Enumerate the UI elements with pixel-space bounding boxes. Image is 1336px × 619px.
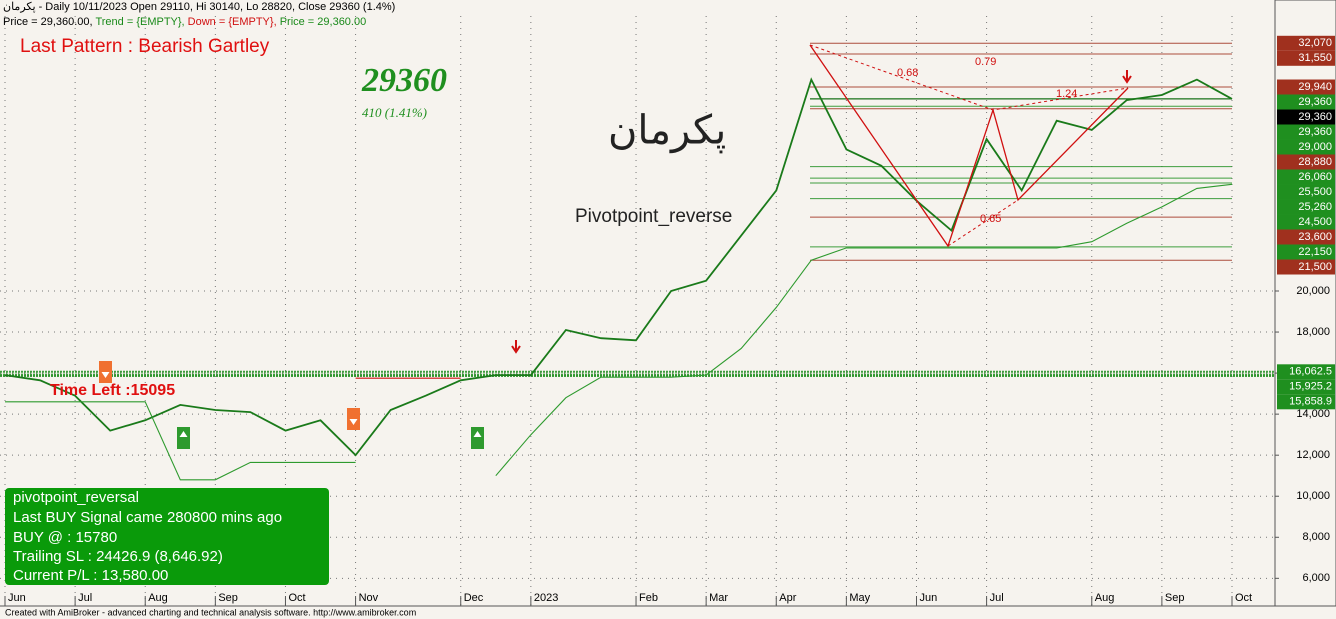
price-label-box — [1277, 214, 1335, 230]
info-line: Last BUY Signal came 280800 mins ago — [13, 509, 282, 526]
price-label: 15,925.2 — [1289, 381, 1332, 393]
price-label-box — [1277, 229, 1335, 245]
info-line: Trailing SL : 24426.9 (8,646.92) — [13, 548, 223, 565]
x-tick-label: 2023 — [534, 592, 558, 604]
price-label: 32,070 — [1298, 37, 1332, 49]
price-label: 25,500 — [1298, 186, 1332, 198]
symbol: پکرمان — [608, 109, 726, 154]
x-tick-label: Jul — [78, 592, 92, 604]
price-label-box — [1277, 184, 1335, 200]
stop-line — [5, 183, 1233, 481]
x-tick-label: Feb — [639, 592, 658, 604]
info-line: pivotpoint_reversal — [13, 489, 139, 506]
price-label: 28,880 — [1298, 156, 1332, 168]
y-tick-label: 20,000 — [1296, 285, 1330, 297]
marks — [0, 42, 1275, 481]
info-box — [5, 488, 329, 585]
x-tick-label: May — [849, 592, 870, 604]
x-tick-label: Jun — [919, 592, 937, 604]
x-tick-label: Jun — [8, 592, 26, 604]
ratio-label: 0.65 — [980, 213, 1001, 225]
header-part: Trend = {EMPTY}, — [95, 16, 187, 28]
price-label: 29,000 — [1298, 141, 1332, 153]
ratio-label: 1.24 — [1056, 88, 1077, 100]
price-label-box — [1277, 364, 1335, 380]
x-tick-label: Jul — [990, 592, 1004, 604]
indicator-name: Pivotpoint_reverse — [575, 206, 732, 227]
price-label: 25,260 — [1298, 201, 1332, 213]
grid: 6,0008,00010,00012,00014,00016,00018,000… — [0, 16, 1330, 606]
header-values: Price = 29,360.00, Trend = {EMPTY}, Down… — [3, 16, 366, 28]
y-tick-label: 8,000 — [1302, 531, 1330, 543]
price-label-box — [1277, 79, 1335, 95]
price-label-box — [1277, 379, 1335, 395]
y-tick-label: 14,000 — [1296, 408, 1330, 420]
y-tick-label: 12,000 — [1296, 449, 1330, 461]
price-label: 29,940 — [1298, 81, 1332, 93]
x-tick-label: Dec — [464, 592, 484, 604]
header-part: Price = 29,360.00 — [280, 16, 367, 28]
x-tick-label: Oct — [1235, 592, 1252, 604]
price-label: 22,150 — [1298, 246, 1332, 258]
x-tick-label: Oct — [288, 592, 305, 604]
header-part: Price = 29,360.00, — [3, 16, 95, 28]
price-label-box — [1277, 244, 1335, 260]
price-label-box — [1277, 35, 1335, 51]
y-tick-label: 18,000 — [1296, 326, 1330, 338]
price-label: 16,062.5 — [1289, 366, 1332, 378]
x-tick-label: Mar — [709, 592, 728, 604]
price-label: 29,360 — [1298, 96, 1332, 108]
x-tick-label: Sep — [218, 592, 238, 604]
time-left: Time Left :15095 — [50, 382, 175, 399]
price-change: 410 (1.41%) — [362, 105, 427, 120]
info-line: BUY @ : 15780 — [13, 529, 117, 546]
price-label: 21,500 — [1298, 261, 1332, 273]
price-label: 26,060 — [1298, 171, 1332, 183]
signal-arrows — [99, 70, 1132, 449]
x-tick-label: Nov — [359, 592, 379, 604]
price-label: 24,500 — [1298, 216, 1332, 228]
ratio-label: 0.79 — [975, 56, 996, 68]
price-label-box — [1277, 50, 1335, 66]
price-label: 29,360 — [1298, 126, 1332, 138]
price-label-box — [1277, 124, 1335, 140]
y-tick-label: 6,000 — [1302, 572, 1330, 584]
price-label-box — [1277, 199, 1335, 215]
price-label-box — [1277, 139, 1335, 155]
pattern-ratio-line — [947, 199, 1019, 247]
price-label-box — [1277, 154, 1335, 170]
price-label: 15,858.9 — [1289, 396, 1332, 408]
ratio-label: 0.68 — [897, 67, 918, 79]
last-price: 29360 — [361, 62, 447, 99]
price-label: 31,550 — [1298, 52, 1332, 64]
price-label-box — [1277, 259, 1335, 275]
price-label-box — [1277, 94, 1335, 110]
price-line — [4, 77, 1233, 457]
x-tick-label: Aug — [1095, 592, 1115, 604]
price-label-box — [1277, 394, 1335, 410]
header-part: Down = {EMPTY}, — [188, 16, 280, 28]
price-label: 29,360 — [1298, 111, 1332, 123]
footer: Created with AmiBroker - advanced charti… — [5, 607, 416, 617]
x-tick-label: Aug — [148, 592, 168, 604]
info-line: Current P/L : 13,580.00 — [13, 567, 168, 584]
y-tick-label: 10,000 — [1296, 490, 1330, 502]
x-tick-label: Sep — [1165, 592, 1185, 604]
pattern-title: Last Pattern : Bearish Gartley — [20, 36, 270, 57]
pattern-ratio-line — [809, 44, 1129, 111]
price-label-box — [1277, 109, 1335, 125]
price-label-box — [1277, 169, 1335, 185]
header: پکرمان - Daily 10/11/2023 Open 29110, Hi… — [3, 1, 395, 13]
x-tick-label: Apr — [779, 592, 796, 604]
price-label: 23,600 — [1298, 231, 1332, 243]
